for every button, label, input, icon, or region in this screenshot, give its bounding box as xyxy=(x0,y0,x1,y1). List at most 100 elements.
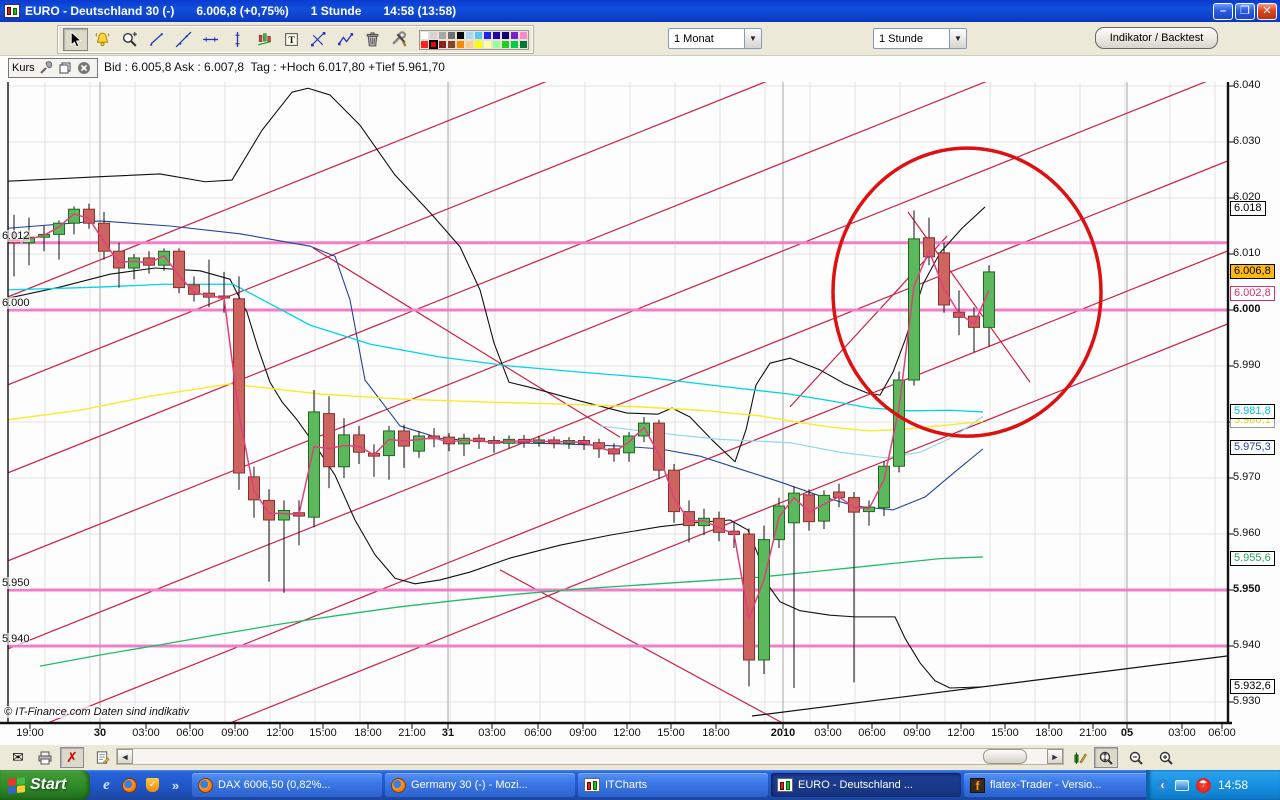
horizontal-scrollbar[interactable]: ◄ ► xyxy=(116,748,1064,765)
minimize-button[interactable]: – xyxy=(1213,3,1233,20)
mail-icon[interactable]: ✉ xyxy=(12,749,24,765)
trend-segment-tool[interactable] xyxy=(144,28,169,51)
palette-swatch[interactable] xyxy=(456,39,465,49)
alarm-tool[interactable] xyxy=(90,28,115,51)
candle-down xyxy=(323,413,335,468)
palette-swatch[interactable] xyxy=(438,30,447,40)
period-dropdown[interactable]: 1 Monat ▼ xyxy=(668,28,762,49)
candle-up xyxy=(53,222,65,235)
candle-down xyxy=(668,469,680,513)
avira-icon[interactable]: ☂ xyxy=(1195,777,1211,793)
price-chart[interactable] xyxy=(0,82,1280,744)
x-axis-label: 06:00 xyxy=(1208,727,1236,739)
palette-swatch[interactable] xyxy=(474,30,483,40)
cross-lines-tool[interactable] xyxy=(306,28,331,51)
taskbar-button[interactable]: DAX 6006,50 (0,82%... xyxy=(192,773,382,797)
overflow-chevron-icon[interactable]: » xyxy=(171,777,180,793)
taskbar-button[interactable]: ITCharts xyxy=(578,773,768,797)
mid-trendline-down xyxy=(312,247,621,438)
ie-icon[interactable]: e xyxy=(103,776,110,793)
palette-swatch[interactable] xyxy=(465,30,474,40)
taskbar-button[interactable]: Germany 30 (-) - Mozi... xyxy=(385,773,575,797)
palette-swatch[interactable] xyxy=(492,39,501,49)
palette-swatch[interactable] xyxy=(429,30,438,40)
text-tool[interactable]: T xyxy=(279,28,304,51)
palette-swatch[interactable] xyxy=(492,30,501,40)
price-tag-59556: 5.955,6 xyxy=(1230,550,1275,566)
indikator-backtest-button[interactable]: Indikator / Backtest xyxy=(1095,27,1218,49)
candle-down xyxy=(233,298,245,474)
scroll-right-arrow[interactable]: ► xyxy=(1047,749,1063,764)
close-panel-icon[interactable] xyxy=(77,61,92,75)
chart-edit-icon[interactable] xyxy=(1068,747,1092,768)
color-palette xyxy=(419,29,529,50)
wrench-icon[interactable] xyxy=(39,61,54,75)
tray-chevron-icon[interactable]: ‹ xyxy=(1156,778,1169,792)
bollinger-lower xyxy=(8,267,983,689)
chevron-down-icon[interactable]: ▼ xyxy=(949,29,966,48)
palette-swatch[interactable] xyxy=(510,30,519,40)
copy-window-icon[interactable] xyxy=(58,61,73,75)
chevron-down-icon[interactable]: ▼ xyxy=(744,29,761,48)
interval-dropdown[interactable]: 1 Stunde ▼ xyxy=(873,28,967,49)
palette-swatch[interactable] xyxy=(456,30,465,40)
palette-swatch[interactable] xyxy=(501,39,510,49)
indicator-tool[interactable] xyxy=(252,28,277,51)
network-icon[interactable] xyxy=(1174,777,1190,793)
scrollbar-thumb[interactable] xyxy=(983,749,1027,764)
print-icon[interactable] xyxy=(33,747,57,768)
palette-swatch[interactable] xyxy=(501,30,510,40)
palette-swatch[interactable] xyxy=(483,30,492,40)
candle-down xyxy=(803,494,815,523)
palette-swatch[interactable] xyxy=(447,39,456,49)
scroll-left-arrow[interactable]: ◄ xyxy=(117,749,133,764)
zigzag-icon xyxy=(338,33,354,46)
palette-swatch[interactable] xyxy=(474,39,483,49)
drawing-tools-group: T xyxy=(57,25,534,54)
trend-line-tool[interactable] xyxy=(171,28,196,51)
firefox-icon[interactable] xyxy=(121,777,138,794)
start-button[interactable]: Start xyxy=(0,770,90,800)
y-axis-label: 5.940 xyxy=(1233,639,1261,651)
palette-swatch[interactable] xyxy=(483,39,492,49)
shield-icon[interactable]: ✓ xyxy=(144,777,161,794)
zoom-out-icon[interactable] xyxy=(1124,747,1148,768)
alert-line-label: 6.000 xyxy=(2,297,30,309)
remove-chart-icon[interactable]: ✗ xyxy=(60,747,84,768)
candle-up xyxy=(818,494,830,522)
kurs-tab[interactable]: Kurs xyxy=(8,58,98,78)
flatex-icon: f xyxy=(970,777,985,793)
settings-tool[interactable] xyxy=(387,28,412,51)
restore-button[interactable]: ❐ xyxy=(1235,3,1255,20)
candle-up xyxy=(278,509,290,521)
palette-swatch[interactable] xyxy=(420,39,429,49)
palette-swatch[interactable] xyxy=(429,39,438,49)
palette-swatch[interactable] xyxy=(465,39,474,49)
ma-yellow xyxy=(8,383,984,432)
x-axis-label: 18:00 xyxy=(1035,727,1063,739)
palette-swatch[interactable] xyxy=(420,30,429,40)
taskbar-button[interactable]: EURO - Deutschland ... xyxy=(771,773,961,797)
zoom-in-icon[interactable] xyxy=(1154,747,1178,768)
delete-tool[interactable] xyxy=(360,28,385,51)
close-button[interactable]: ✕ xyxy=(1257,3,1277,20)
x-axis-label: 12:00 xyxy=(947,727,975,739)
price-tag-60028: 6.002,8 xyxy=(1230,286,1275,302)
palette-swatch[interactable] xyxy=(438,39,447,49)
palette-swatch[interactable] xyxy=(519,30,528,40)
palette-swatch[interactable] xyxy=(510,39,519,49)
zoom-fit-icon[interactable] xyxy=(1094,747,1118,768)
horizontal-line-tool[interactable] xyxy=(198,28,223,51)
vertical-line-tool[interactable] xyxy=(225,28,250,51)
palette-swatch[interactable] xyxy=(519,39,528,49)
candle-down xyxy=(683,511,695,527)
palette-swatch[interactable] xyxy=(447,30,456,40)
taskbar-button[interactable]: f flatex-Trader - Versio... xyxy=(964,773,1154,797)
y-axis-label: 5.990 xyxy=(1233,359,1261,371)
chart-area[interactable]: 6.040 6.030 6.020 6.010 6.000 5.990 5.970 5.960… xyxy=(0,79,1280,744)
zoom-in-tool[interactable] xyxy=(117,28,142,51)
cursor-tool[interactable] xyxy=(63,28,88,51)
x-axis-label: 18:00 xyxy=(354,727,382,739)
notes-icon[interactable] xyxy=(90,747,114,768)
zigzag-tool[interactable] xyxy=(333,28,358,51)
